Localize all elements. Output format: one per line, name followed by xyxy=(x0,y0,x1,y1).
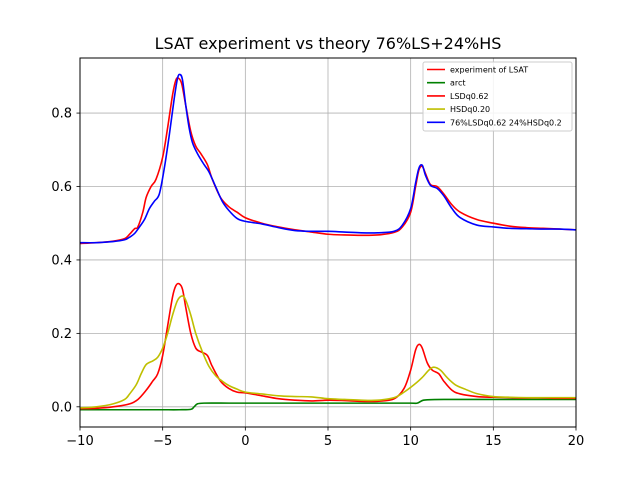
y-tick-label: 0.0 xyxy=(51,400,72,415)
x-tick-label: 15 xyxy=(485,434,502,449)
x-tick-label: 5 xyxy=(324,434,332,449)
chart-title: LSAT experiment vs theory 76%LS+24%HS xyxy=(155,34,502,53)
legend-box xyxy=(422,61,573,132)
legend-label: 76%LSDq0.62 24%HSDq0.2 xyxy=(450,118,562,127)
legend-label: HSDq0.20 xyxy=(450,105,490,114)
y-tick-label: 0.8 xyxy=(51,107,72,122)
series-line-4 xyxy=(80,73,576,244)
legend-label: arct xyxy=(450,79,466,88)
series-line-0 xyxy=(80,76,576,245)
x-tick-label: −10 xyxy=(66,434,93,449)
legend-label: experiment of LSAT xyxy=(450,66,528,75)
series-lines xyxy=(80,73,576,411)
grid xyxy=(79,58,577,427)
series-line-1 xyxy=(80,398,576,411)
y-tick-label: 0.4 xyxy=(51,253,72,268)
x-tick-label: −5 xyxy=(153,434,172,449)
y-tick-label: 0.6 xyxy=(51,180,72,195)
series-line-3 xyxy=(80,295,576,409)
axis-ticks: −10 −5 0 5 10 15 20 0.0 0.2 0.4 0.6 0.8 xyxy=(51,107,584,449)
x-tick-label: 20 xyxy=(568,434,585,449)
x-tick-label: 0 xyxy=(241,434,249,449)
series-line-2 xyxy=(80,282,576,410)
legend-label: LSDq0.62 xyxy=(450,92,489,101)
legend: experiment of LSAT arct LSDq0.62 HSDq0.20 76… xyxy=(422,61,573,132)
x-tick-label: 10 xyxy=(402,434,419,449)
y-tick-label: 0.2 xyxy=(51,327,72,342)
